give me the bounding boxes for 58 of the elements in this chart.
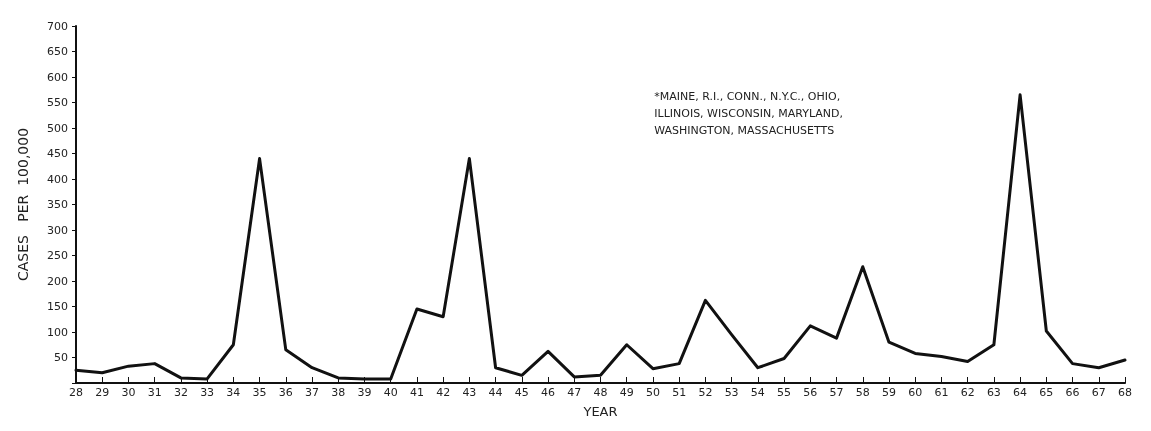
- x-tick-label: 48: [593, 386, 608, 399]
- y-tick-label: 700: [47, 19, 68, 33]
- y-tick-label: 650: [47, 45, 68, 58]
- x-tick-label: 58: [855, 386, 870, 399]
- y-tick-label: 500: [47, 121, 68, 135]
- x-tick-label: 68: [1118, 386, 1132, 399]
- x-tick-label: 66: [1065, 386, 1080, 399]
- x-tick-label: 65: [1039, 386, 1054, 399]
- y-tick-label: 600: [47, 70, 68, 84]
- x-tick-label: 38: [331, 386, 346, 399]
- x-tick-label: 63: [986, 386, 1001, 399]
- y-tick-label: 150: [47, 300, 68, 313]
- x-tick-label: 39: [357, 386, 372, 399]
- x-tick-label: 55: [777, 386, 792, 399]
- annotation: *MAINE, R.I., CONN., N.Y.C., OHIO, ILLINOIS, WISCONSIN, MARYLAND, WASHINGTON, MASSACHUSETTS: [654, 90, 843, 137]
- x-tick-label: 41: [409, 386, 424, 399]
- x-tick-label: 51: [672, 386, 687, 399]
- y-tick-label: 250: [47, 249, 68, 262]
- x-tick-label: 61: [934, 386, 949, 399]
- x-tick-label: 50: [645, 386, 660, 399]
- x-tick-label: 34: [226, 386, 241, 399]
- x-tick-label: 47: [567, 386, 582, 399]
- y-tick-label: 400: [47, 172, 68, 186]
- x-tick-label: 28: [69, 386, 83, 399]
- x-tick-label: 35: [252, 386, 267, 399]
- y-tick-label: 550: [47, 96, 68, 109]
- x-tick-label: 62: [960, 386, 975, 399]
- y-tick-label: 350: [47, 198, 68, 211]
- x-tick-label: 31: [147, 386, 162, 399]
- y-tick-label: 300: [47, 223, 68, 237]
- y-axis-title: CASES PER 100,000: [15, 127, 31, 282]
- y-tick-label: 50: [54, 351, 68, 364]
- x-tick-label: 67: [1091, 386, 1106, 399]
- x-tick-label: 49: [619, 386, 634, 399]
- x-tick-label: 29: [95, 386, 110, 399]
- x-tick-label: 54: [750, 386, 765, 399]
- y-tick-label: 450: [47, 147, 68, 160]
- x-tick-label: 52: [698, 386, 713, 399]
- x-tick-label: 64: [1013, 386, 1028, 399]
- x-tick-label: 45: [514, 386, 529, 399]
- x-tick-label: 36: [278, 386, 293, 399]
- x-tick-label: 37: [305, 386, 320, 399]
- x-tick-label: 40: [383, 386, 398, 399]
- x-tick-label: 60: [908, 386, 923, 399]
- y-tick-label: 100: [47, 325, 68, 339]
- x-tick-label: 30: [121, 386, 136, 399]
- x-tick-label: 32: [173, 386, 188, 399]
- x-tick-label: 46: [541, 386, 556, 399]
- y-tick-label: 200: [47, 274, 68, 288]
- x-tick-label: 59: [881, 386, 896, 399]
- x-tick-label: 43: [462, 386, 477, 399]
- x-tick-label: 56: [803, 386, 818, 399]
- x-tick-label: 33: [200, 386, 215, 399]
- x-tick-label: 57: [829, 386, 844, 399]
- x-tick-label: 53: [724, 386, 739, 399]
- x-tick-label: 44: [488, 386, 503, 399]
- x-tick-label: 42: [436, 386, 451, 399]
- x-axis-title: YEAR: [582, 404, 618, 419]
